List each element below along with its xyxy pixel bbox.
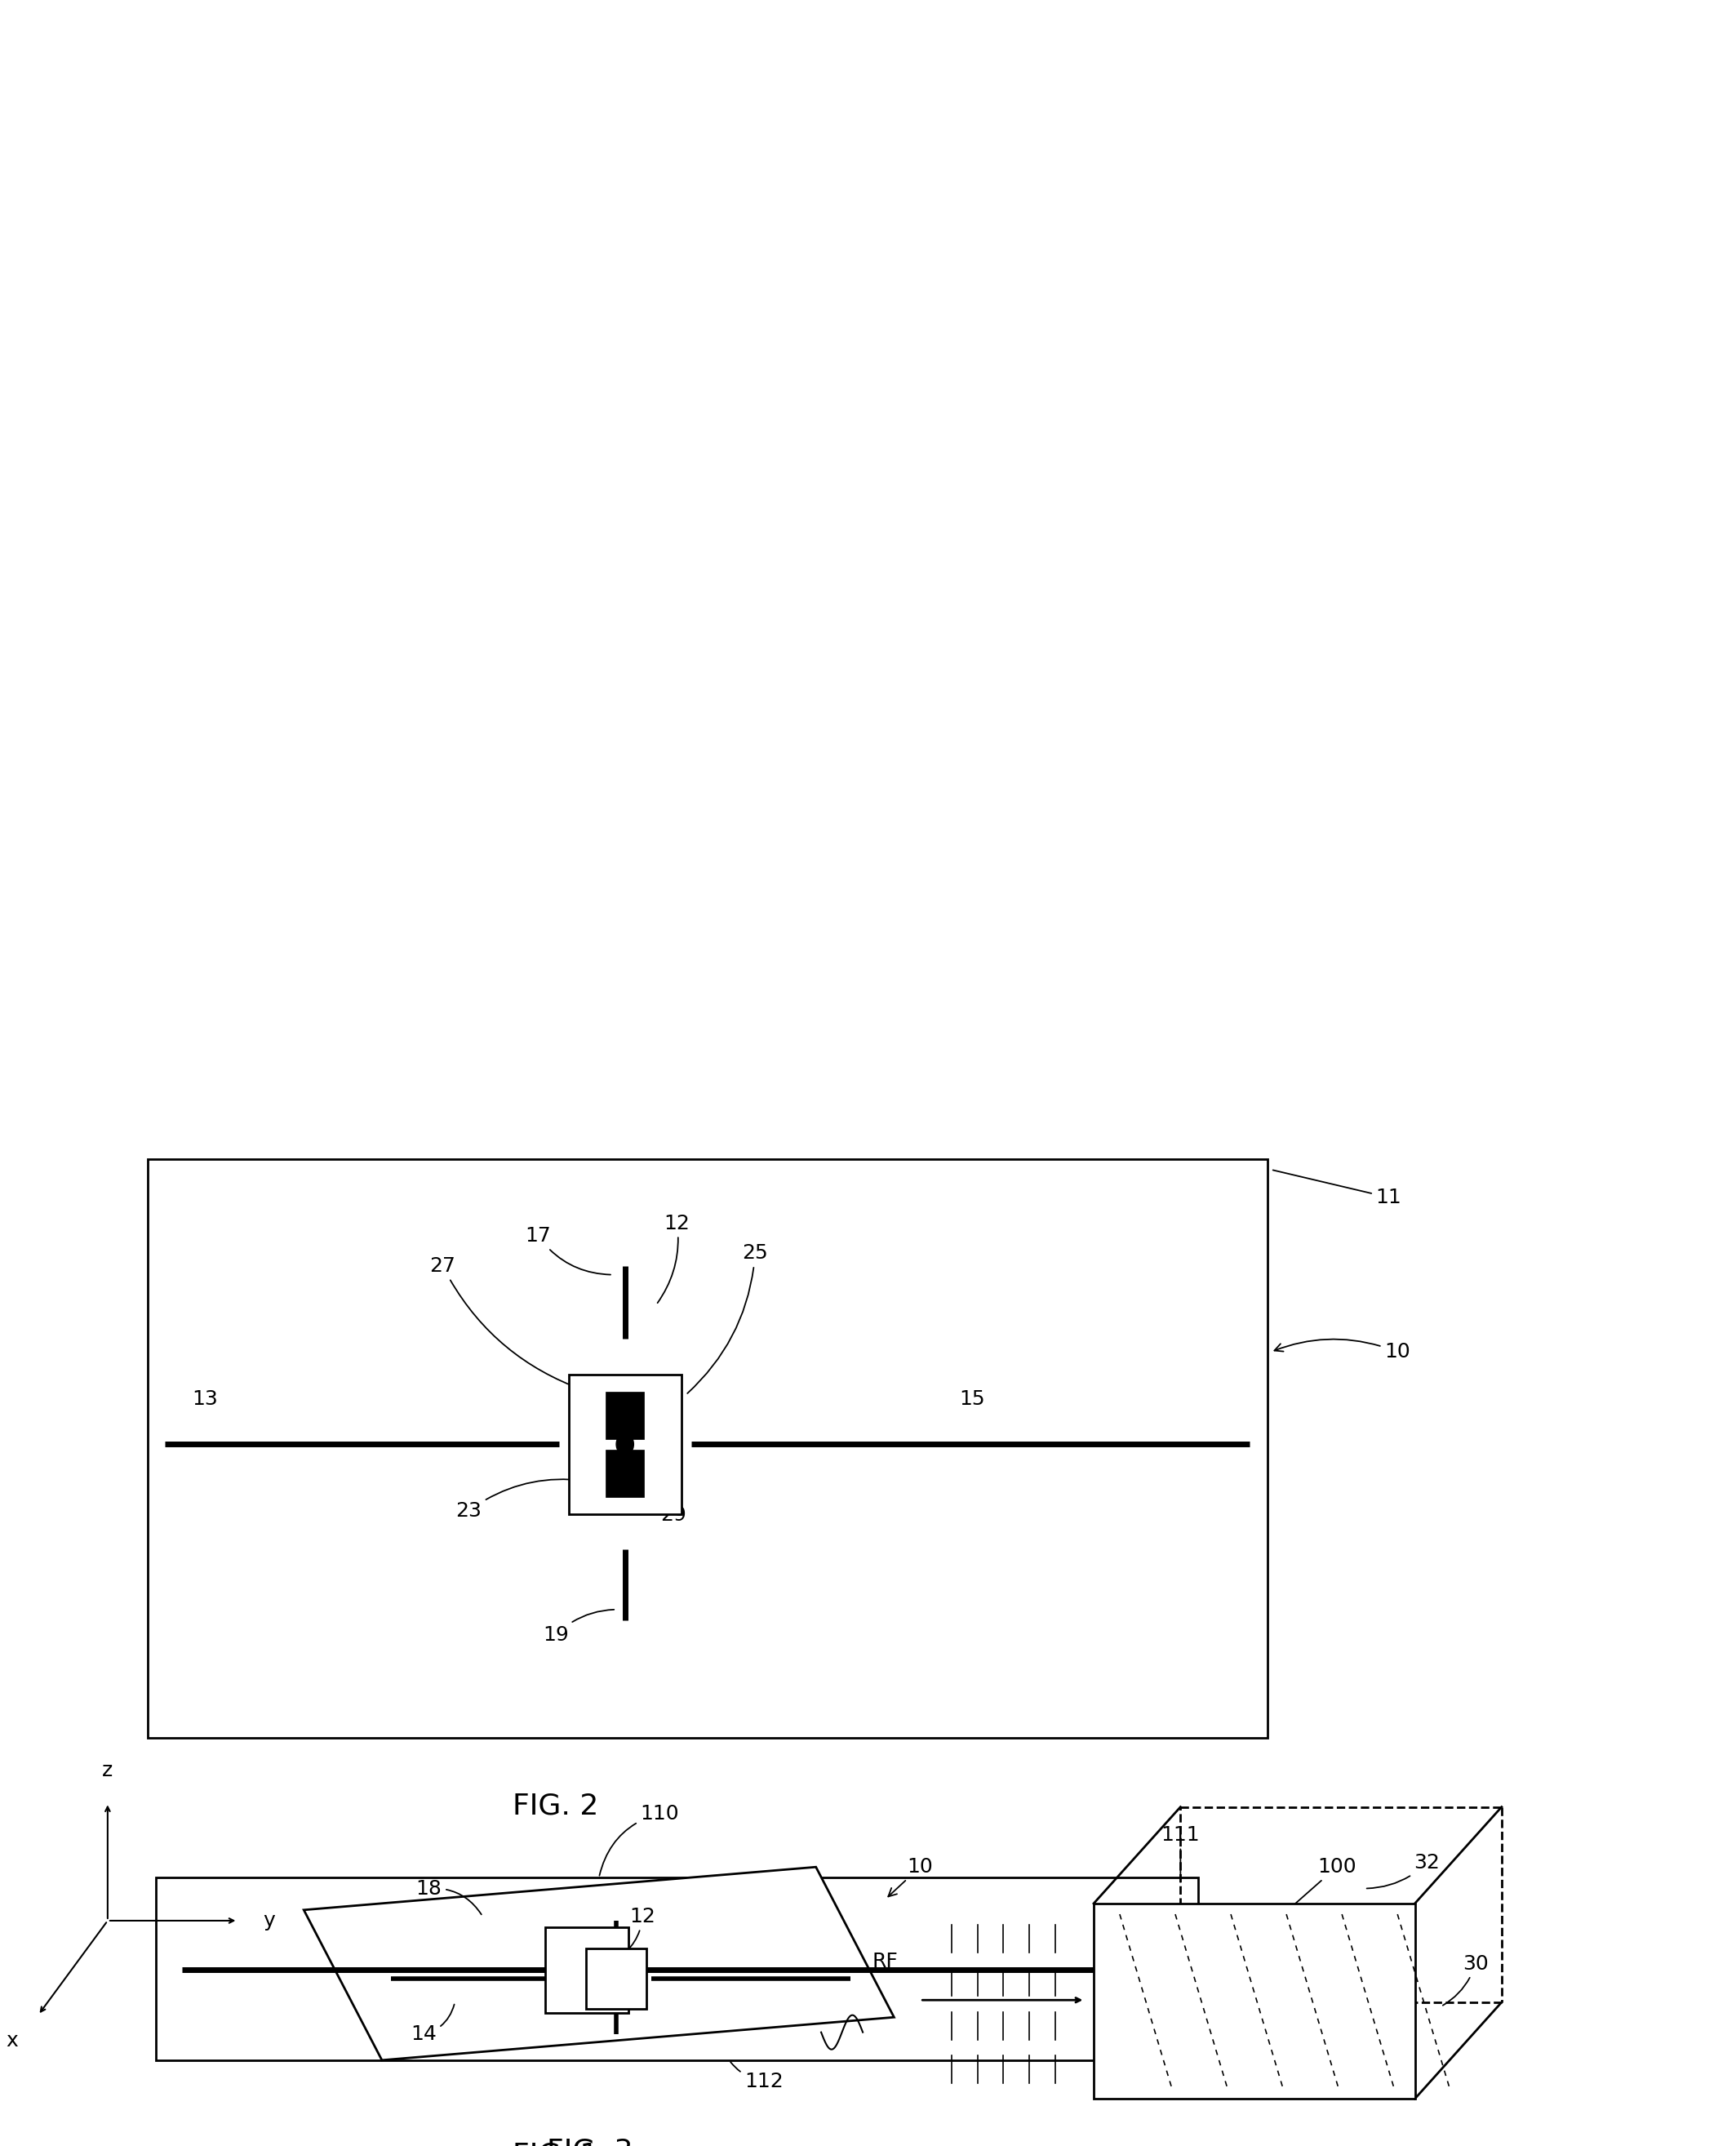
Bar <box>568 1376 681 1515</box>
Bar <box>156 1878 1198 2060</box>
Text: 111: 111 <box>1161 1824 1200 1882</box>
Bar <box>148 1159 1267 1738</box>
Text: 23: 23 <box>457 1479 583 1522</box>
Text: FIG. 1: FIG. 1 <box>512 2142 599 2146</box>
Circle shape <box>616 1434 634 1455</box>
Text: 29: 29 <box>658 1494 686 1526</box>
Text: 10: 10 <box>889 1856 932 1897</box>
Text: 17: 17 <box>526 1225 611 1275</box>
Text: 27: 27 <box>431 1255 583 1391</box>
Text: 12: 12 <box>658 1212 689 1303</box>
Text: FIG. 3: FIG. 3 <box>547 2137 634 2146</box>
Bar <box>606 1451 644 1498</box>
Text: RF: RF <box>873 1951 898 1972</box>
Text: 13: 13 <box>193 1388 217 1410</box>
Text: 100: 100 <box>1219 1856 1356 1972</box>
Text: 15: 15 <box>960 1388 984 1410</box>
Text: y: y <box>264 1910 274 1931</box>
Text: 32: 32 <box>1366 1852 1439 1888</box>
Text: x: x <box>7 2030 17 2052</box>
Bar <box>545 1927 628 2013</box>
Polygon shape <box>304 1867 894 2060</box>
Text: 10: 10 <box>1274 1339 1410 1363</box>
Text: 14: 14 <box>411 2004 455 2045</box>
Text: 18: 18 <box>417 1878 481 1914</box>
Text: 30: 30 <box>1443 1953 1488 2004</box>
Text: FIG. 2: FIG. 2 <box>512 1792 599 1820</box>
Bar <box>606 1393 644 1440</box>
Bar <box>1094 1904 1415 2099</box>
Bar <box>585 1949 646 2009</box>
Text: 12: 12 <box>627 1906 654 1951</box>
Text: z: z <box>102 1760 113 1781</box>
Text: 19: 19 <box>543 1610 615 1646</box>
Text: 25: 25 <box>687 1243 767 1393</box>
Text: 110: 110 <box>599 1803 679 1876</box>
Text: 11: 11 <box>1272 1170 1401 1208</box>
Text: 112: 112 <box>731 2062 783 2092</box>
